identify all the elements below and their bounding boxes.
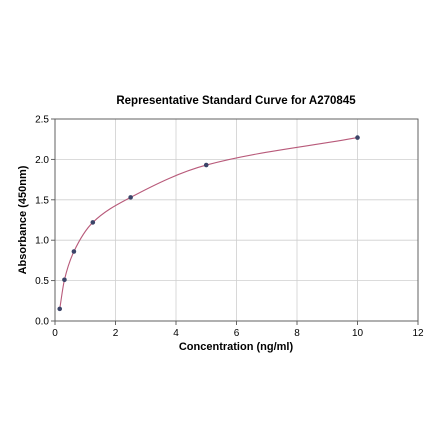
x-tick-label: 4 [173, 328, 179, 339]
data-point [71, 249, 77, 254]
x-tick-label: 6 [234, 328, 240, 339]
x-tick-label: 8 [294, 328, 300, 339]
x-tick-label: 12 [412, 328, 424, 339]
data-point [90, 220, 96, 225]
y-tick-label: 2.5 [35, 115, 49, 126]
x-tick-label: 10 [352, 328, 364, 339]
grid [54, 118, 419, 322]
data-points [57, 135, 360, 312]
x-tick-label: 2 [113, 328, 119, 339]
fit-curve [59, 137, 358, 309]
data-point [355, 135, 360, 140]
y-tick-label: 1.0 [35, 236, 49, 247]
axis-ticks [51, 118, 419, 325]
data-point [203, 162, 209, 168]
y-tick-label: 0.5 [35, 276, 49, 287]
x-tick-label: 0 [52, 328, 58, 339]
data-point [128, 195, 133, 200]
x-axis-label: Concentration (ng/ml) [179, 341, 294, 353]
y-axis-label: Absorbance (450nm) [17, 165, 29, 274]
x-axis-tick-labels: 0 2 4 6 8 10 12 [52, 328, 424, 339]
y-tick-label: 2.0 [35, 155, 49, 166]
y-tick-label: 0.0 [35, 317, 49, 328]
data-point [62, 277, 67, 283]
chart-title: Representative Standard Curve for A27084… [116, 95, 356, 107]
data-point [57, 306, 63, 312]
y-tick-label: 1.5 [35, 195, 49, 206]
y-axis-tick-labels: 0.0 0.5 1.0 1.5 2.0 2.5 [35, 115, 49, 328]
